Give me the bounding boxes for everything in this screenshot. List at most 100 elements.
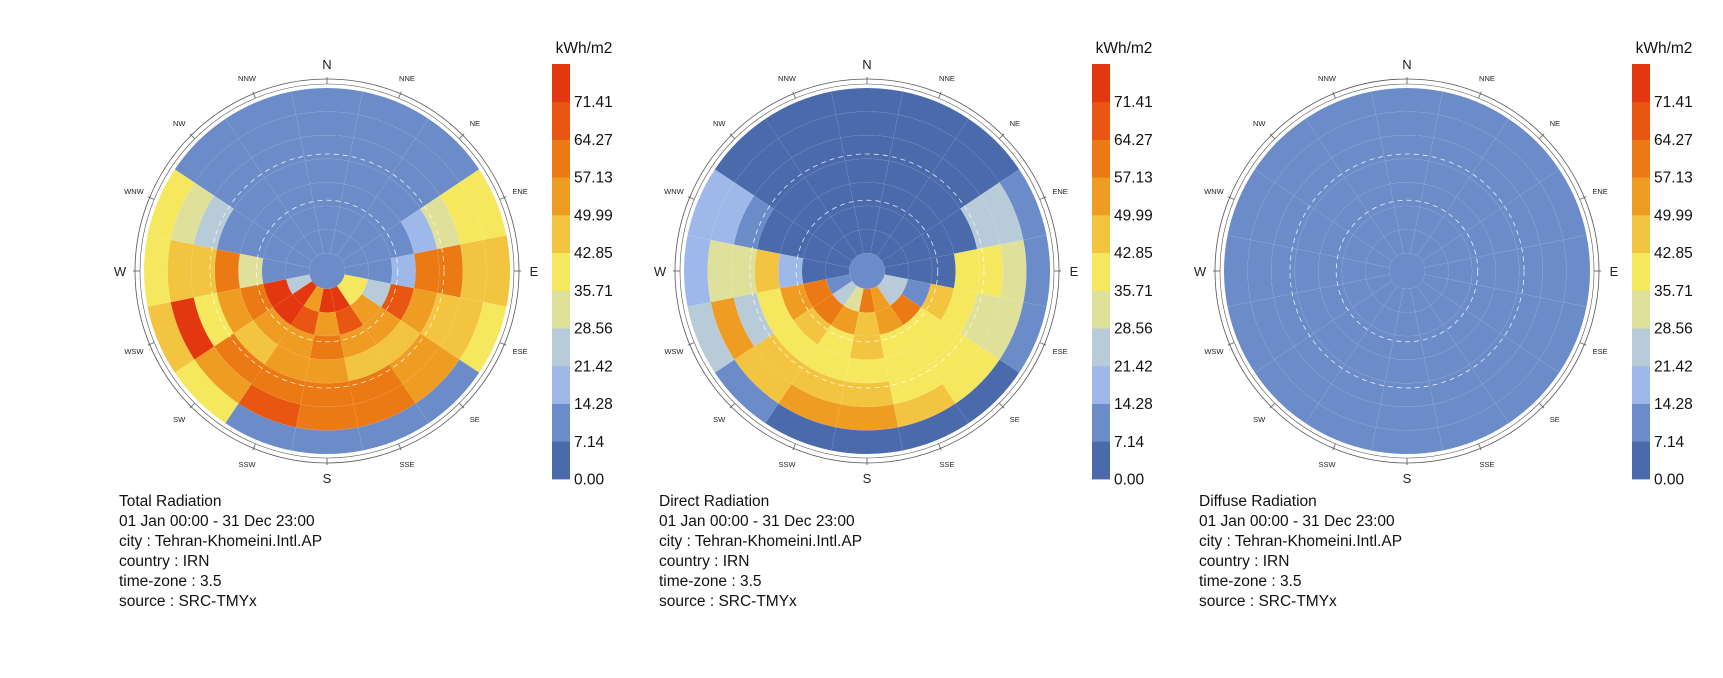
rose-sector-ENE-ring6 xyxy=(459,168,507,241)
rose-sector-NNW-ring4 xyxy=(251,137,306,178)
radiation-rose-1: N NNE NE ENE E ESE SE SSE S SSW SW WSW W WNW NW NNW xyxy=(654,57,1079,486)
rose-sector-SE-ring3 xyxy=(1455,319,1501,365)
legend-tick-label: 64.27 xyxy=(1654,132,1693,149)
compass-tick xyxy=(1478,91,1482,99)
legend-swatch xyxy=(1092,214,1110,254)
rose-sector-W-ring4 xyxy=(730,244,758,298)
rose-sector-ESE-ring2 xyxy=(380,283,415,321)
panel-source: source : SRC-TMYx xyxy=(659,593,797,610)
compass-label-NNE: NNE xyxy=(939,74,955,83)
panel-timezone: time-zone : 3.5 xyxy=(119,573,222,590)
compass-tick xyxy=(252,91,256,99)
rose-sector-S-ring3 xyxy=(304,357,350,384)
rose-sector-SE-ring1 xyxy=(1429,293,1462,326)
rose-sector-NNW-ring6 xyxy=(224,91,297,139)
rose-sector-N-ring1 xyxy=(313,205,341,231)
rose-sector-E-ring4 xyxy=(1516,244,1544,298)
rose-sector-N-ring4 xyxy=(300,134,354,162)
compass-label-N: N xyxy=(862,57,871,72)
compass-label-SSW: SSW xyxy=(238,460,256,469)
compass-tick xyxy=(938,91,942,99)
rose-sector-NNE-ring1 xyxy=(874,206,904,237)
rose-sector-SSW-ring1 xyxy=(290,305,320,336)
rose-sector-E-ring3 xyxy=(413,248,440,294)
rose-sector-SSE-ring0 xyxy=(330,285,351,313)
rose-sector-SSE-ring6 xyxy=(897,403,970,451)
compass-tick xyxy=(189,402,196,409)
rose-sector-NNE-ring0 xyxy=(330,229,351,257)
panel-title: Direct Radiation xyxy=(659,493,770,510)
rose-sector-NE-ring4 xyxy=(389,157,441,209)
compass-label-NNW: NNW xyxy=(238,74,257,83)
rose-sector-SSE-ring2 xyxy=(1419,324,1457,359)
compass-label-E: E xyxy=(1610,264,1619,279)
compass-label-W: W xyxy=(654,264,667,279)
legend-swatch xyxy=(1092,101,1110,140)
rose-sector-NNE-ring2 xyxy=(339,183,377,218)
rose-center xyxy=(1389,253,1425,289)
legend-swatch xyxy=(1632,177,1650,216)
compass-tick xyxy=(499,342,507,346)
legend-unit: kWh/m2 xyxy=(1636,40,1693,57)
rose-sector-NE-ring4 xyxy=(1469,157,1521,209)
rose-sector-ESE-ring3 xyxy=(400,288,438,334)
legend-tick-label: 64.27 xyxy=(574,132,613,149)
legend-tick-label: 64.27 xyxy=(1114,132,1153,149)
rose-sector-ENE-ring1 xyxy=(1441,234,1472,264)
rose-sector-SE-ring1 xyxy=(889,293,922,326)
rose-sector-N-ring4 xyxy=(840,134,894,162)
compass-label-ESE: ESE xyxy=(513,347,528,356)
compass-tick xyxy=(458,402,465,409)
rose-sector-SW-ring4 xyxy=(753,333,805,385)
legend-swatch xyxy=(1632,290,1650,329)
legend-swatch xyxy=(552,252,570,291)
rose-sector-W-ring1 xyxy=(801,257,827,285)
compass-label-NE: NE xyxy=(470,119,480,128)
compass-tick xyxy=(1579,342,1587,346)
rose-sector-E-ring6 xyxy=(483,235,511,307)
rose-sector-N-ring1 xyxy=(1393,205,1421,231)
legend-tick-label: 71.41 xyxy=(1114,94,1153,111)
rose-sector-N-ring6 xyxy=(291,87,363,115)
rose-sector-S-ring2 xyxy=(309,334,345,360)
rose-sector-W-ring1 xyxy=(261,257,287,285)
compass-tick xyxy=(499,196,507,200)
rose-sector-WSW-ring0 xyxy=(825,274,853,295)
legend-tick-label: 7.14 xyxy=(1114,434,1145,451)
rose-sector-NW-ring5 xyxy=(1274,138,1332,196)
compass-label-ENE: ENE xyxy=(512,187,527,196)
rose-sector-NNW-ring0 xyxy=(303,229,324,257)
rose-sector-NW-ring0 xyxy=(1372,236,1398,262)
legend-tick-label: 7.14 xyxy=(1654,434,1685,451)
legend-1: kWh/m2 0.00 7.14 14.28 21.42 28.56 35.71 42.85 4… xyxy=(1092,40,1153,489)
rose-sector-N-ring5 xyxy=(295,111,359,139)
rose-sector-W-ring3 xyxy=(754,248,781,294)
rose-sector-NE-ring0 xyxy=(876,236,902,262)
rose-sector-NW-ring3 xyxy=(233,177,279,223)
compass-label-SSE: SSE xyxy=(939,460,954,469)
rose-sector-W-ring4 xyxy=(1270,244,1298,298)
rose-sector-NNE-ring1 xyxy=(334,206,364,237)
rose-sector-E-ring1 xyxy=(907,257,933,285)
rose-sector-SSE-ring0 xyxy=(870,285,891,313)
rose-sector-SSW-ring3 xyxy=(264,344,310,382)
panel-info-total: Total Radiation 01 Jan 00:00 - 31 Dec 23… xyxy=(119,492,322,612)
legend-swatch xyxy=(1632,328,1650,367)
rose-sector-WSW-ring1 xyxy=(1342,278,1373,308)
rose-sector-W-ring5 xyxy=(707,239,735,303)
compass-label-WNW: WNW xyxy=(1204,187,1224,196)
legend-tick-label: 0.00 xyxy=(1654,472,1685,489)
legend-tick-label: 35.71 xyxy=(1654,283,1693,300)
compass-label-SW: SW xyxy=(1253,415,1266,424)
compass-tick xyxy=(147,342,155,346)
compass-tick xyxy=(1332,443,1336,451)
rose-sector-SSE-ring0 xyxy=(1410,285,1431,313)
rose-sector-S-ring5 xyxy=(835,403,899,431)
legend-tick-label: 28.56 xyxy=(574,321,613,338)
rose-sector-SE-ring5 xyxy=(1482,346,1540,404)
compass-label-WNW: WNW xyxy=(664,187,684,196)
rose-sector-NW-ring2 xyxy=(1332,196,1372,236)
legend-tick-label: 7.14 xyxy=(574,434,605,451)
compass-tick xyxy=(1269,133,1276,140)
rose-sector-SE-ring3 xyxy=(915,319,961,365)
